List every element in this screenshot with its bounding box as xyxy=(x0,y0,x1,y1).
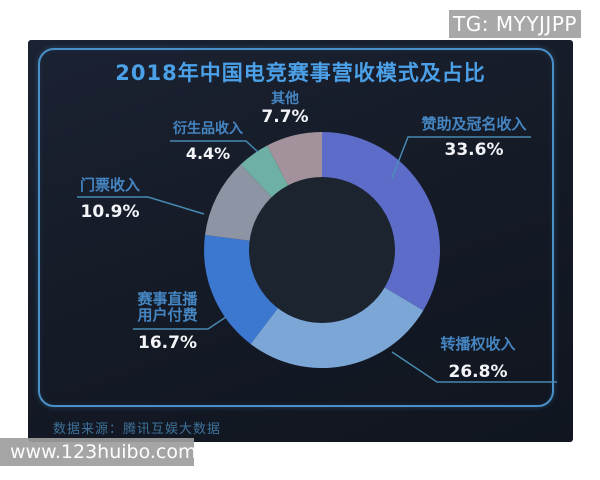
panel-border-frame xyxy=(38,48,554,407)
slice-pct-other: 7.7% xyxy=(261,107,309,127)
slice-label-ticket: 门票收入 10.9% xyxy=(60,177,160,221)
watermark-url: www.123huibo.com xyxy=(0,438,197,466)
data-source-note: 数据来源：腾讯互娱大数据 xyxy=(53,422,222,437)
slice-label-derivative: 衍生品收入 4.4% xyxy=(158,121,258,163)
slice-name-sponsor: 赞助及冠名收入 xyxy=(421,115,527,133)
slice-pct-broadcast: 26.8% xyxy=(448,362,508,382)
chart-title: 2018年中国电竞赛事营收模式及占比 xyxy=(115,61,486,85)
slice-pct-derivative: 4.4% xyxy=(185,144,231,163)
slice-name-broadcast: 转播权收入 xyxy=(440,335,516,353)
slice-pct-sponsor: 33.6% xyxy=(444,140,504,160)
slice-label-broadcast: 转播权收入 26.8% xyxy=(408,336,548,381)
slice-name-derivative: 衍生品收入 xyxy=(173,121,243,137)
slice-pct-live-paid: 16.7% xyxy=(138,333,197,353)
slice-name-other: 其他 xyxy=(271,91,299,107)
slice-name-ticket: 门票收入 xyxy=(79,176,140,194)
slice-name-live-paid-line2: 用户付费 xyxy=(137,306,198,324)
slice-name-live-paid-line1: 赛事直播 xyxy=(137,290,198,308)
slice-label-other: 其他 7.7% xyxy=(235,91,335,126)
tg-badge: TG: MYYJJPP xyxy=(449,10,581,38)
slice-label-sponsor: 赞助及冠名收入 33.6% xyxy=(399,116,549,159)
slice-pct-ticket: 10.9% xyxy=(80,202,140,222)
slice-label-live-paid: 赛事直播 用户付费 16.7% xyxy=(115,291,220,352)
